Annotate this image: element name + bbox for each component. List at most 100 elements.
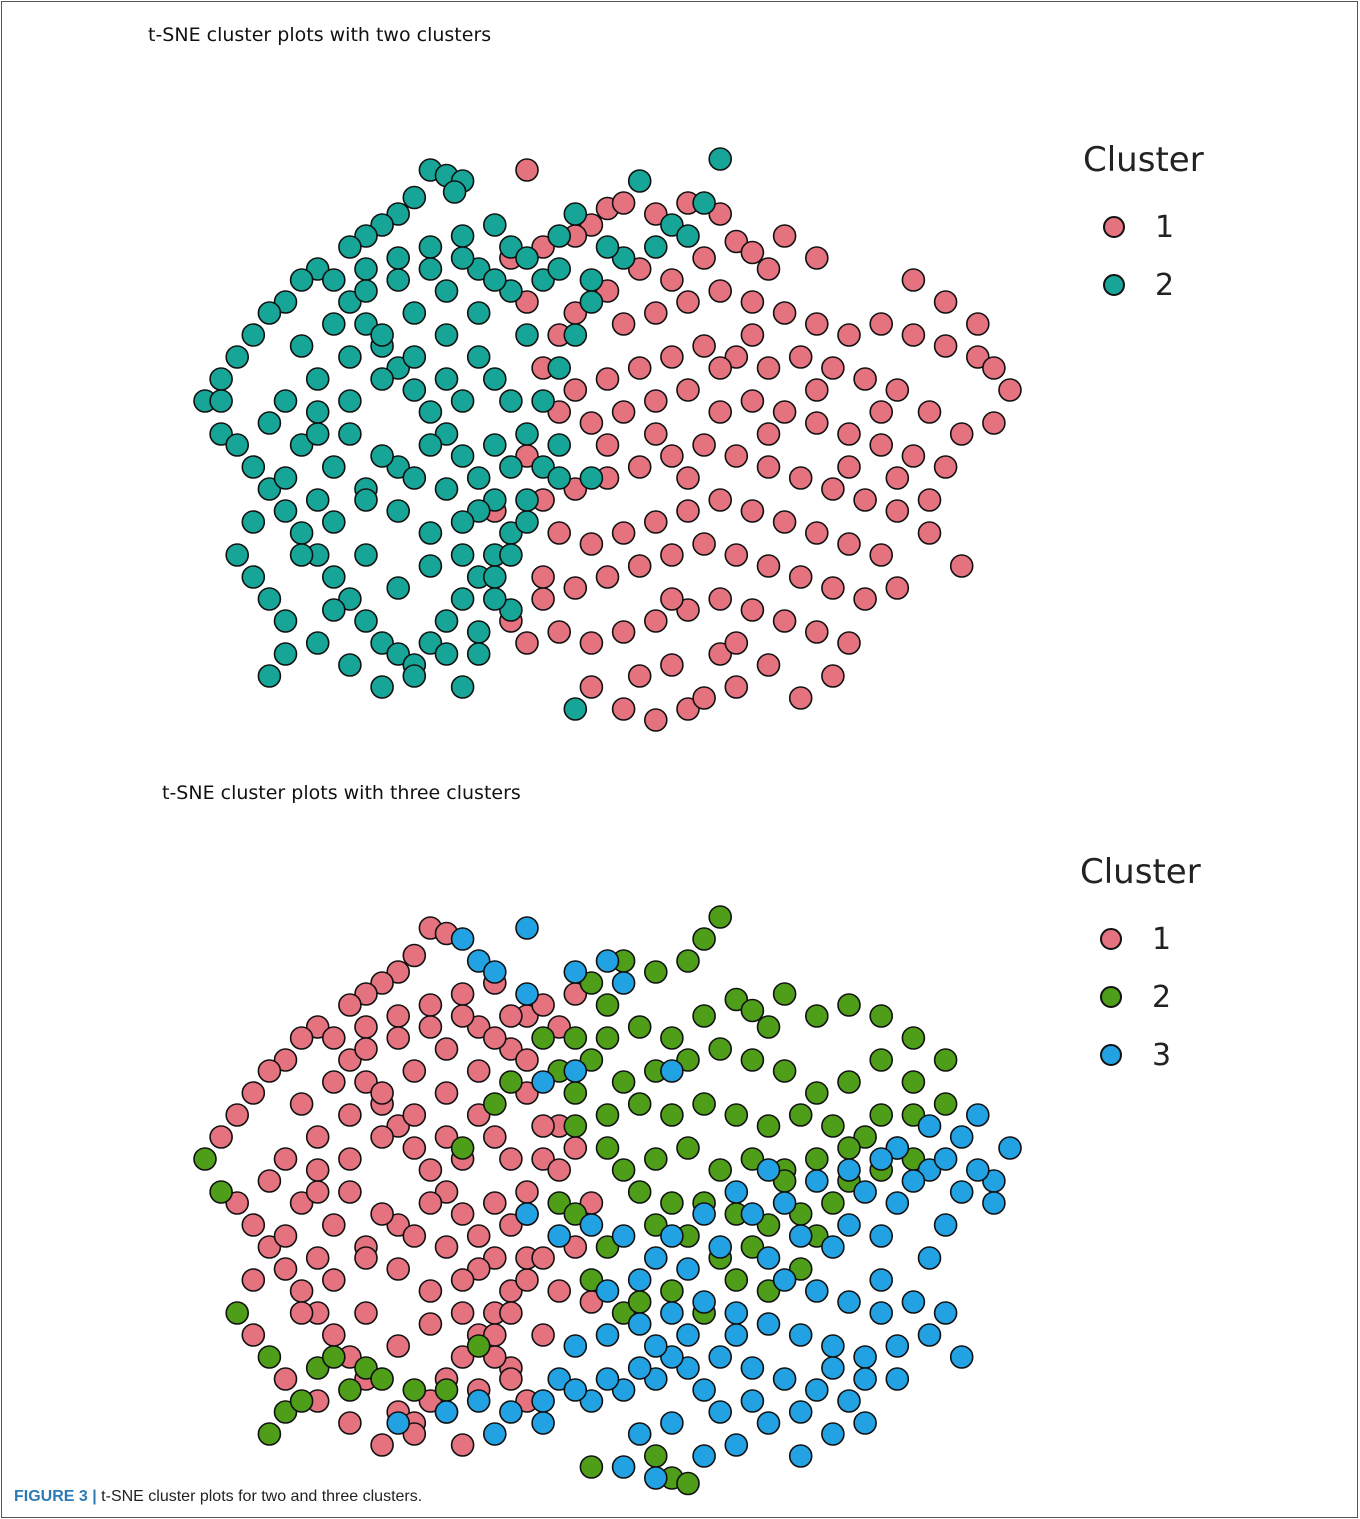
- scatter-point-cluster-2: [370, 675, 394, 699]
- scatter-point-cluster-3: [853, 1180, 877, 1204]
- chart-title-three-clusters: t-SNE cluster plots with three clusters: [162, 782, 521, 804]
- scatter-point-cluster-2: [338, 290, 362, 314]
- scatter-point-cluster-2: [466, 466, 491, 490]
- scatter-point-cluster-2: [434, 642, 459, 666]
- legend-item-cluster-1: 1: [1080, 910, 1201, 968]
- scatter-point-cluster-2: [386, 455, 411, 479]
- scatter-point-cluster-3: [821, 1422, 845, 1446]
- scatter-point-cluster-2: [434, 422, 459, 446]
- scatter-point-cluster-1: [273, 1367, 298, 1391]
- scatter-point-cluster-2: [386, 356, 411, 380]
- scatter-point-cluster-1: [289, 1191, 314, 1215]
- scatter-point-cluster-2: [531, 1026, 555, 1050]
- scatter-point-cluster-1: [515, 631, 539, 655]
- scatter-point-cluster-1: [466, 1015, 491, 1039]
- scatter-point-cluster-2: [354, 609, 378, 633]
- scatter-point-cluster-3: [837, 1158, 861, 1182]
- scatter-point-cluster-2: [643, 235, 668, 259]
- scatter-point-cluster-1: [643, 708, 668, 732]
- scatter-point-cluster-1: [708, 642, 733, 666]
- scatter-point-cluster-1: [515, 1180, 539, 1204]
- scatter-point-cluster-1: [305, 1125, 330, 1149]
- scatter-point-cluster-3: [917, 1114, 942, 1138]
- scatter-point-cluster-1: [949, 554, 974, 578]
- scatter-point-cluster-3: [869, 1268, 894, 1292]
- scatter-point-cluster-2: [209, 1180, 233, 1204]
- scatter-point-cluster-1: [354, 1015, 378, 1039]
- scatter-point-cluster-2: [257, 1345, 282, 1369]
- scatter-point-cluster-1: [756, 653, 781, 677]
- scatter-point-cluster-2: [418, 235, 443, 259]
- scatter-point-cluster-2: [740, 998, 765, 1023]
- scatter-point-cluster-1: [724, 229, 749, 254]
- scatter-point-cluster-2: [627, 169, 652, 193]
- legend-label: 2: [1155, 267, 1175, 303]
- scatter-point-cluster-1: [821, 664, 845, 688]
- scatter-point-cluster-3: [660, 1345, 684, 1369]
- scatter-point-cluster-1: [933, 290, 958, 314]
- scatter-point-cluster-3: [724, 1433, 749, 1457]
- scatter-point-cluster-2: [354, 279, 378, 303]
- scatter-point-cluster-2: [386, 246, 411, 270]
- scatter-point-cluster-1: [402, 1224, 427, 1248]
- legend-title: Cluster: [1083, 140, 1204, 180]
- scatter-point-cluster-1: [853, 367, 877, 391]
- scatter-point-cluster-1: [676, 290, 700, 314]
- scatter-point-cluster-2: [772, 982, 797, 1006]
- scatter-point-cluster-2: [627, 1180, 652, 1204]
- scatter-point-cluster-2: [499, 235, 523, 259]
- legend-title: Cluster: [1080, 852, 1201, 892]
- scatter-point-cluster-1: [482, 1026, 507, 1050]
- scatter-point-cluster-3: [965, 1158, 990, 1182]
- scatter-point-cluster-2: [402, 345, 427, 369]
- scatter-point-cluster-1: [804, 620, 829, 644]
- scatter-point-cluster-2: [499, 389, 523, 413]
- scatter-point-cluster-2: [386, 642, 411, 666]
- scatter-point-cluster-2: [338, 389, 362, 413]
- scatter-point-cluster-1: [853, 587, 877, 611]
- scatter-point-cluster-1: [643, 422, 668, 446]
- scatter-point-cluster-2: [273, 499, 298, 523]
- scatter-point-cluster-1: [499, 1213, 523, 1237]
- scatter-point-cluster-2: [643, 1213, 668, 1237]
- scatter-point-cluster-1: [885, 576, 910, 600]
- scatter-point-cluster-1: [821, 477, 845, 501]
- scatter-point-cluster-2: [563, 697, 588, 721]
- scatter-point-cluster-1: [466, 1103, 491, 1127]
- scatter-point-cluster-3: [515, 1202, 539, 1226]
- scatter-point-cluster-1: [515, 290, 539, 314]
- scatter-point-cluster-3: [563, 1334, 588, 1358]
- scatter-point-cluster-2: [756, 1015, 781, 1039]
- scatter-point-cluster-3: [660, 1411, 684, 1435]
- scatter-point-cluster-3: [756, 1246, 781, 1270]
- scatter-point-cluster-3: [627, 1356, 652, 1380]
- scatter-point-cluster-3: [627, 1268, 652, 1292]
- scatter-point-cluster-1: [772, 301, 797, 325]
- scatter-point-cluster-2: [241, 510, 266, 534]
- scatter-point-cluster-1: [804, 246, 829, 270]
- scatter-point-cluster-3: [708, 1400, 733, 1424]
- scatter-point-cluster-3: [724, 1323, 749, 1347]
- scatter-point-cluster-3: [756, 1411, 781, 1435]
- scatter-point-cluster-2: [209, 367, 233, 391]
- scatter-point-cluster-2: [257, 1422, 282, 1446]
- scatter-point-cluster-1: [257, 1059, 282, 1083]
- scatter-point-cluster-3: [643, 1246, 668, 1270]
- scatter-point-cluster-2: [257, 411, 282, 435]
- scatter-point-cluster-2: [273, 1400, 298, 1424]
- scatter-point-cluster-1: [531, 235, 555, 259]
- scatter-point-cluster-1: [515, 1268, 539, 1292]
- scatter-point-cluster-3: [450, 927, 475, 951]
- scatter-point-cluster-1: [611, 191, 636, 215]
- scatter-point-cluster-3: [595, 1279, 620, 1303]
- scatter-point-cluster-1: [434, 1037, 459, 1061]
- scatter-point-cluster-1: [595, 279, 620, 303]
- caption-text: t-SNE cluster plots for two and three cl…: [96, 1488, 423, 1505]
- scatter-point-cluster-2: [611, 1070, 636, 1094]
- scatter-point-cluster-1: [273, 1147, 298, 1171]
- scatter-point-cluster-3: [869, 1301, 894, 1325]
- scatter-point-cluster-1: [869, 543, 894, 567]
- scatter-point-cluster-2: [305, 367, 330, 391]
- scatter-point-cluster-3: [788, 1224, 813, 1248]
- scatter-point-cluster-1: [482, 1191, 507, 1215]
